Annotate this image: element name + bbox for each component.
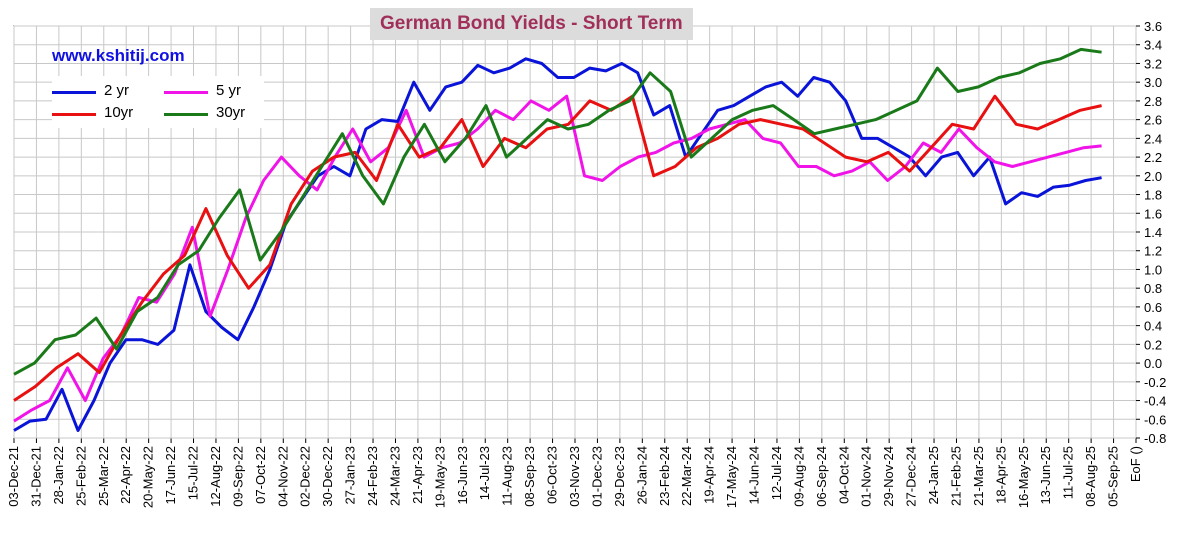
x-tick-label: 30-Dec-22 [320,446,335,507]
x-tick-label: 27-Jan-23 [343,446,358,505]
y-tick-label: -0.2 [1144,375,1166,390]
x-tick-label: 04-Nov-22 [275,446,290,507]
x-tick-label: 21-Feb-25 [948,446,963,506]
legend-label-10yr: 10yr [104,104,134,121]
x-tick-label: 09-Sep-22 [230,446,245,507]
x-tick-label: 08-Aug-25 [1083,446,1098,507]
series-line-30yr [13,47,1102,376]
x-tick-label: 23-Feb-24 [657,446,672,506]
y-tick-label: 1.0 [1144,262,1162,277]
x-tick-label: 12-Jul-24 [769,446,784,500]
y-tick-label: -0.8 [1144,431,1166,446]
y-tick-label: 2.4 [1144,131,1162,146]
x-tick-label: 19-Apr-24 [702,446,717,504]
x-tick-label: EoF () [1128,446,1143,482]
y-tick-label: 0.4 [1144,319,1162,334]
series-line-5yr [13,94,1102,423]
y-tick-label: 2.0 [1144,169,1162,184]
legend-label-2yr: 2 yr [104,82,130,99]
chart-title: German Bond Yields - Short Term [370,8,693,40]
legend-swatch-10yr [52,113,96,116]
x-tick-label: 29-Dec-23 [612,446,627,507]
x-tick-label: 21-Mar-25 [971,446,986,506]
legend-swatch-5yr [164,91,208,94]
x-tick-label: 11-Aug-23 [500,446,515,506]
y-tick-label: 1.6 [1144,206,1162,221]
x-tick-label: 28-Jan-22 [51,446,66,505]
x-tick-label: 21-Apr-23 [410,446,425,504]
x-tick-label: 25-Mar-22 [96,446,111,506]
x-tick-label: 07-Oct-22 [253,446,268,504]
y-tick-label: 0.0 [1144,356,1162,371]
y-tick-label: 2.6 [1144,113,1162,128]
x-tick-label: 31-Dec-21 [28,446,43,507]
x-tick-label: 24-Mar-23 [387,446,402,506]
x-tick-label: 22-Apr-22 [118,446,133,504]
x-tick-label: 15-Jul-22 [186,446,201,500]
x-tick-label: 26-Jan-24 [634,446,649,505]
series-line-10yr [13,94,1102,402]
y-tick-label: 1.4 [1144,225,1162,240]
y-tick-label: 1.8 [1144,188,1162,203]
x-tick-label: 18-Apr-25 [993,446,1008,504]
x-tick-label: 25-Feb-22 [73,446,88,506]
y-tick-label: -0.4 [1144,394,1166,409]
x-tick-label: 12-Aug-22 [208,446,223,507]
x-tick-label: 06-Sep-24 [814,446,829,507]
legend-label-5yr: 5 yr [216,82,242,99]
y-tick-label: 3.0 [1144,75,1162,90]
x-tick-label: 01-Dec-23 [589,446,604,507]
y-tick-label: 2.2 [1144,150,1162,165]
y-tick-label: -0.6 [1144,412,1166,427]
y-tick-label: 3.4 [1144,38,1162,53]
y-tick-label: 3.2 [1144,56,1162,71]
x-tick-label: 24-Jan-25 [926,446,941,505]
x-tick-label: 08-Sep-23 [522,446,537,507]
x-tick-label: 29-Nov-24 [881,446,896,507]
x-tick-label: 13-Jun-25 [1038,446,1053,505]
x-tick-label: 04-Oct-24 [836,446,851,504]
y-tick-label: 2.8 [1144,94,1162,109]
x-tick-label: 09-Aug-24 [791,446,806,507]
x-tick-label: 05-Sep-25 [1106,446,1121,507]
legend-swatch-2yr [52,91,96,94]
legend-label-30yr: 30yr [216,104,246,121]
x-tick-label: 17-Jun-22 [163,446,178,505]
x-tick-label: 24-Feb-23 [365,446,380,506]
x-tick-label: 19-May-23 [432,446,447,508]
y-tick-label: 0.6 [1144,300,1162,315]
x-tick-label: 02-Dec-22 [298,446,313,507]
chart-legend: 2 yr 5 yr 10yr 30yr [52,76,264,128]
y-tick-label: 0.2 [1144,337,1162,352]
x-tick-label: 17-May-24 [724,446,739,508]
watermark-text: www.kshitij.com [52,46,185,65]
x-tick-label: 16-Jun-23 [455,446,470,505]
x-tick-label: 06-Oct-23 [545,446,560,504]
legend-swatch-30yr [164,113,208,116]
x-tick-label: 14-Jun-24 [747,446,762,505]
x-tick-label: 14-Jul-23 [477,446,492,500]
x-tick-label: 16-May-25 [1016,446,1031,508]
x-tick-label: 22-Mar-24 [679,446,694,506]
y-tick-label: 0.8 [1144,281,1162,296]
x-tick-label: 27-Dec-24 [904,446,919,507]
x-tick-label: 11-Jul-25 [1061,446,1076,499]
x-tick-label: 03-Dec-21 [6,446,21,507]
x-tick-label: 01-Nov-24 [859,446,874,507]
x-tick-label: 20-May-22 [141,446,156,508]
x-tick-label: 03-Nov-23 [567,446,582,507]
series-line-2yr [13,57,1102,432]
y-tick-label: 1.2 [1144,244,1162,259]
y-tick-label: 3.6 [1144,19,1162,34]
